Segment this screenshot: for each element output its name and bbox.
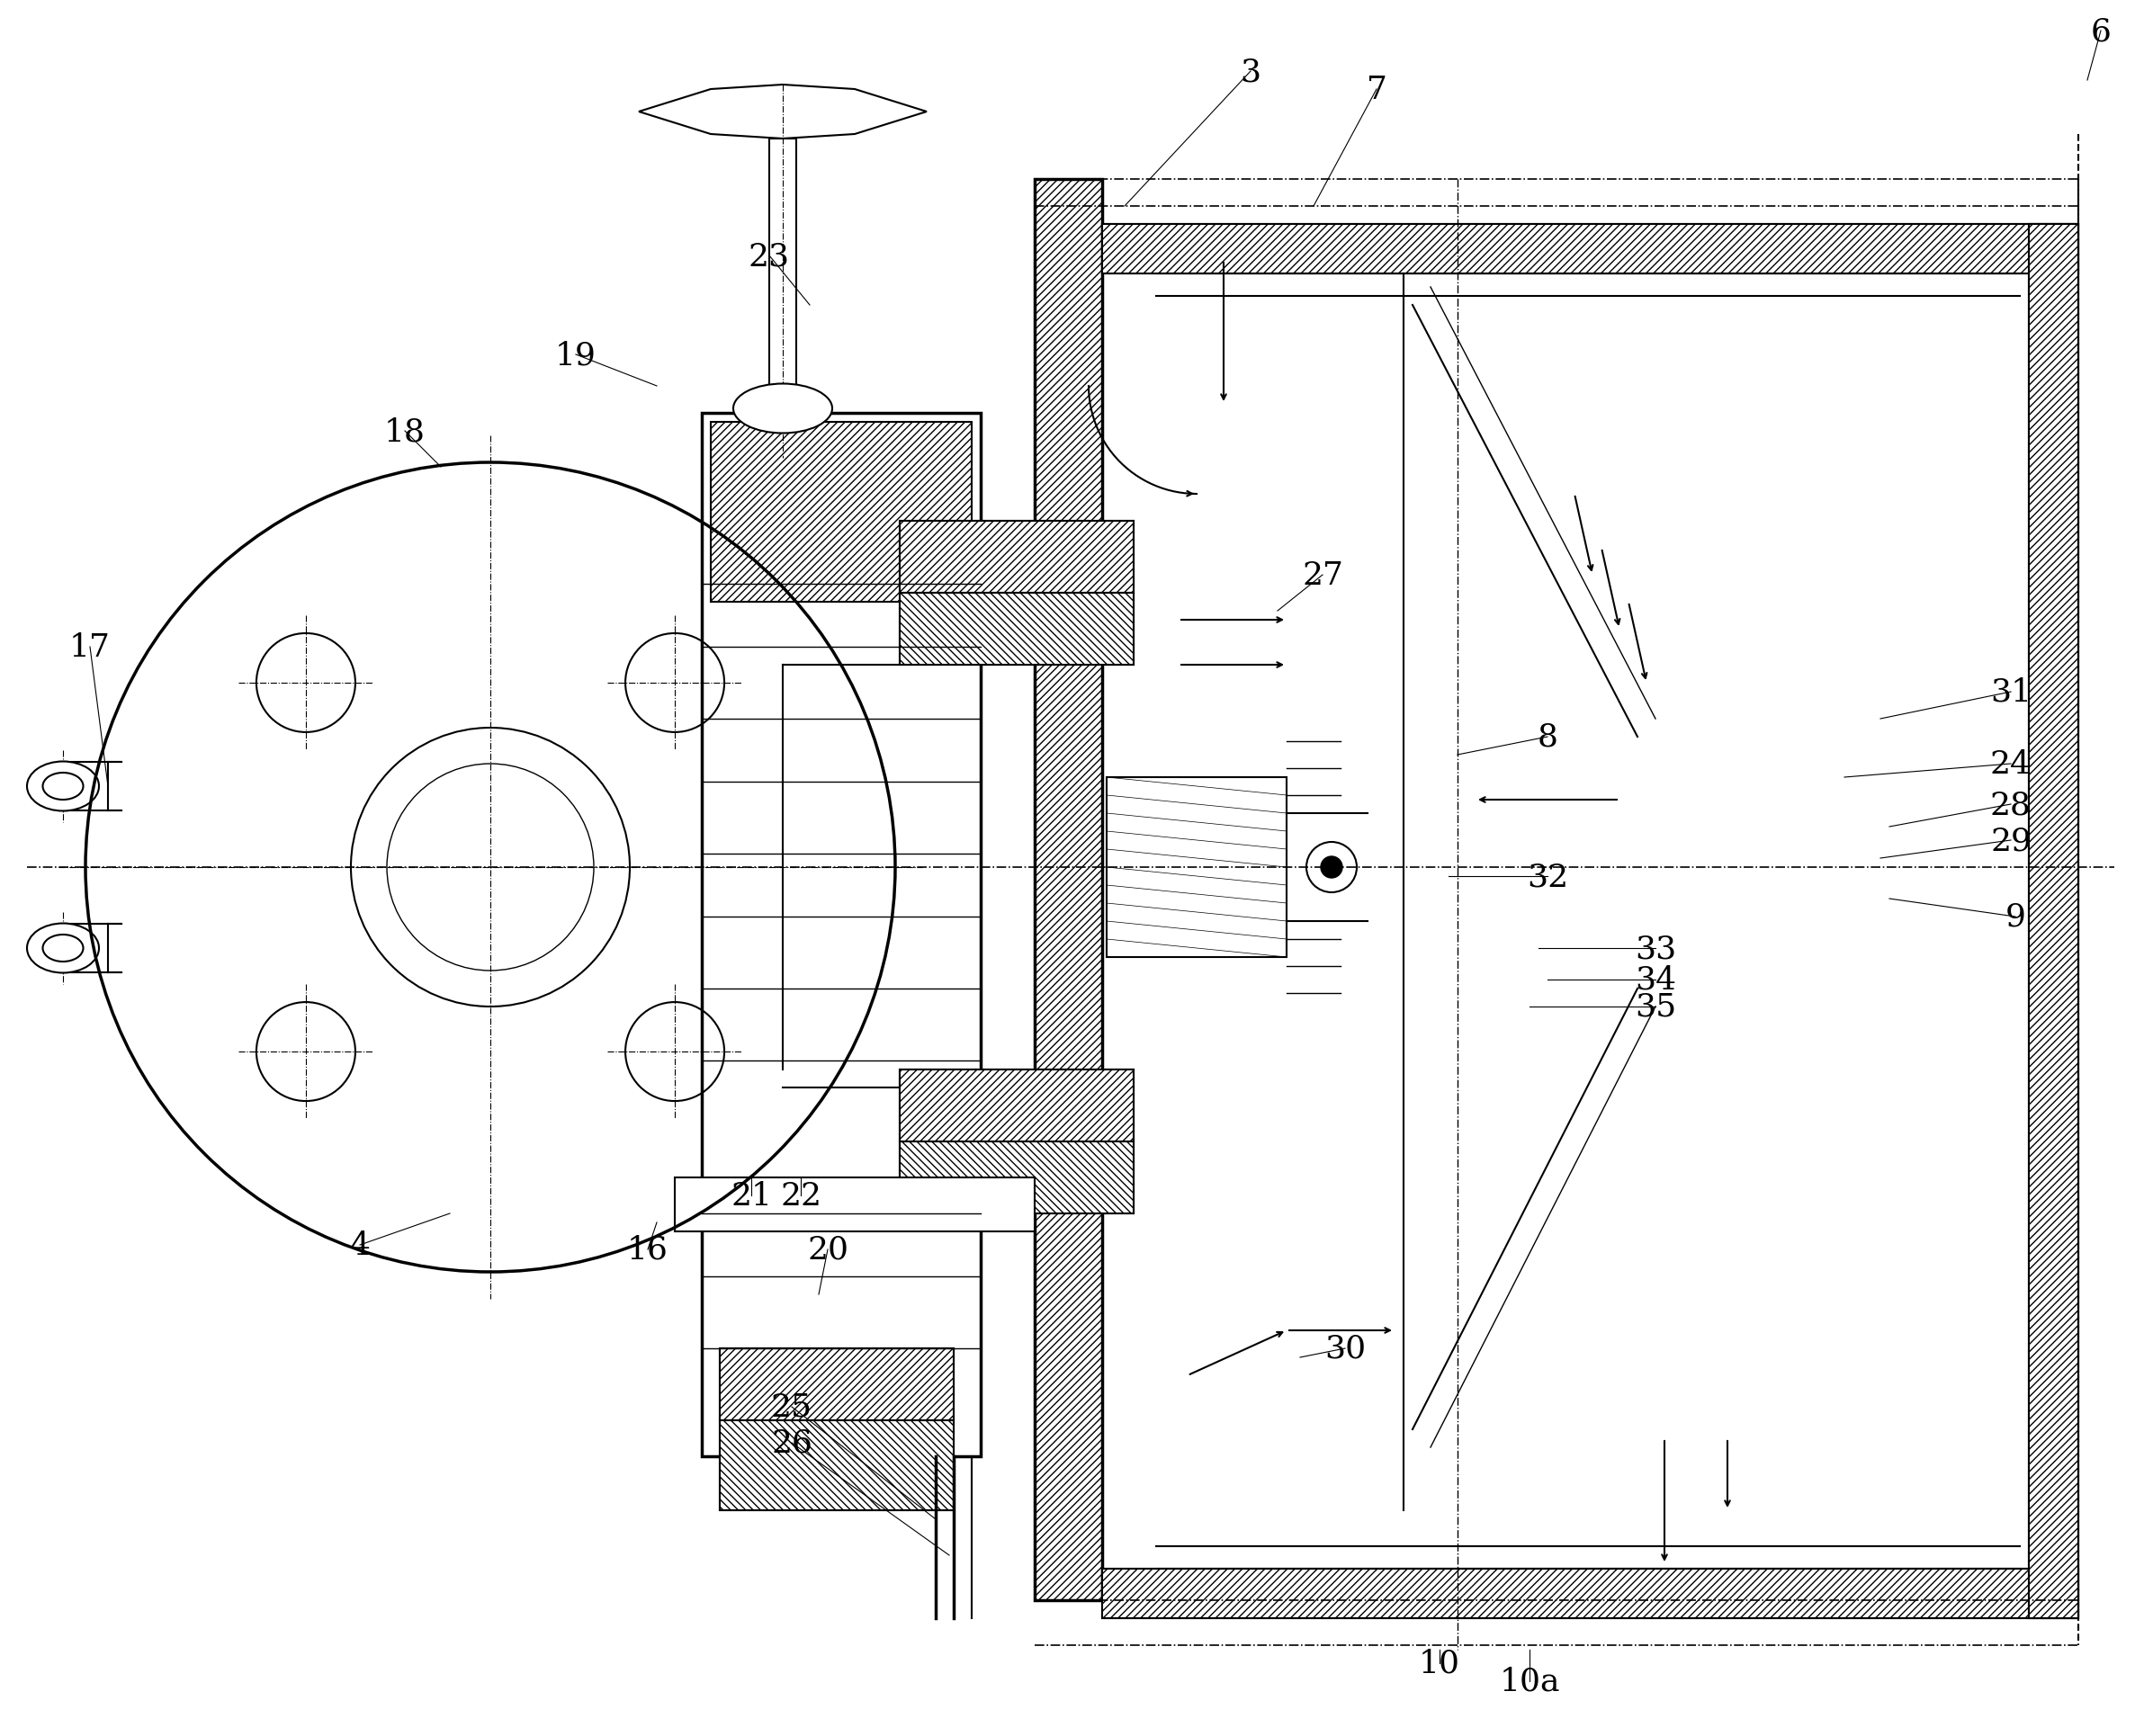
- Bar: [1102, 1569, 2078, 1618]
- Bar: [2028, 224, 2078, 1618]
- Bar: [1036, 181, 1102, 1601]
- Text: 24: 24: [1989, 748, 2032, 779]
- Ellipse shape: [43, 936, 84, 962]
- Text: 27: 27: [1303, 561, 1343, 590]
- Text: 16: 16: [627, 1234, 667, 1266]
- Ellipse shape: [734, 384, 833, 434]
- Text: 34: 34: [1634, 965, 1677, 995]
- Text: 20: 20: [807, 1234, 848, 1266]
- Ellipse shape: [43, 773, 84, 800]
- Text: 3: 3: [1240, 57, 1262, 87]
- Bar: [1102, 1569, 2078, 1618]
- Text: 19: 19: [555, 340, 596, 370]
- Circle shape: [1320, 858, 1341, 878]
- Ellipse shape: [28, 762, 99, 811]
- Text: 33: 33: [1634, 934, 1677, 963]
- Bar: [710, 422, 971, 602]
- Bar: [719, 1349, 954, 1420]
- Bar: [900, 1069, 1135, 1213]
- Text: 9: 9: [2004, 901, 2026, 932]
- Text: 25: 25: [771, 1392, 812, 1422]
- Bar: [2028, 224, 2078, 1618]
- Text: 6: 6: [2091, 16, 2112, 47]
- Ellipse shape: [28, 924, 99, 974]
- Bar: [900, 594, 1135, 665]
- Text: 10: 10: [1419, 1647, 1460, 1679]
- Bar: [719, 1420, 954, 1510]
- Text: 30: 30: [1324, 1333, 1365, 1364]
- Text: 18: 18: [383, 417, 426, 446]
- Text: 23: 23: [749, 241, 790, 271]
- Text: 32: 32: [1526, 861, 1567, 892]
- Text: 29: 29: [1989, 825, 2032, 856]
- Bar: [674, 1177, 1036, 1231]
- Bar: [1107, 778, 1287, 958]
- Text: 28: 28: [1989, 790, 2032, 819]
- Bar: [719, 1349, 954, 1510]
- Text: 8: 8: [1537, 722, 1559, 752]
- Text: 10a: 10a: [1498, 1667, 1561, 1696]
- Bar: [769, 139, 797, 413]
- Text: 21: 21: [730, 1180, 773, 1212]
- Text: 26: 26: [771, 1427, 812, 1458]
- Bar: [702, 413, 980, 1457]
- Bar: [900, 521, 1135, 594]
- Text: 4: 4: [349, 1229, 370, 1260]
- Bar: [900, 1142, 1135, 1213]
- Bar: [900, 1069, 1135, 1142]
- Text: 17: 17: [69, 632, 110, 663]
- Text: 31: 31: [1989, 677, 2032, 708]
- Text: 35: 35: [1634, 991, 1677, 1023]
- Bar: [1102, 224, 2078, 274]
- Bar: [1102, 224, 2078, 274]
- Text: 7: 7: [1367, 75, 1387, 106]
- Text: 22: 22: [779, 1180, 822, 1212]
- Bar: [900, 521, 1135, 665]
